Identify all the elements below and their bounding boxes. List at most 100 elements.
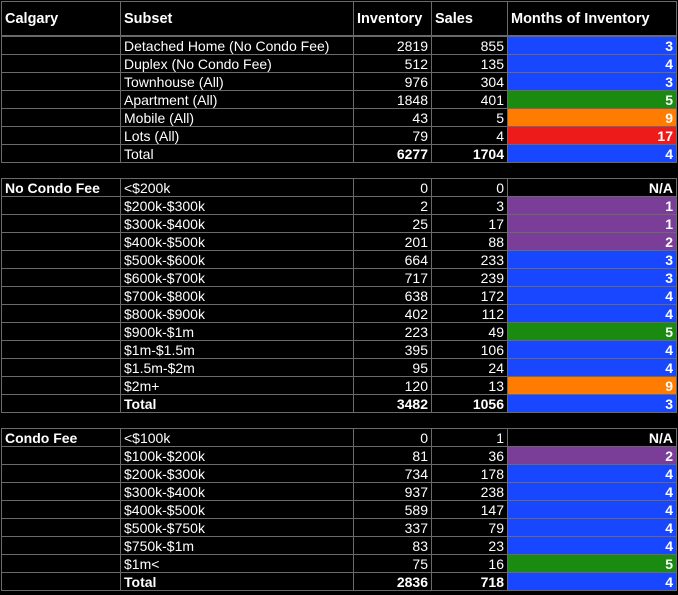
section-label-cell[interactable] xyxy=(1,464,121,483)
section-label-cell[interactable] xyxy=(1,446,121,465)
section-label-cell[interactable] xyxy=(1,500,121,519)
sales-cell[interactable]: 13 xyxy=(431,376,508,395)
inventory-cell[interactable]: 717 xyxy=(353,268,432,287)
months-of-inventory-cell[interactable]: 4 xyxy=(507,518,677,537)
sales-cell[interactable]: 233 xyxy=(431,250,508,269)
sales-cell[interactable]: 16 xyxy=(431,554,508,573)
inventory-cell[interactable]: 638 xyxy=(353,286,432,305)
months-of-inventory-cell[interactable]: 4 xyxy=(507,340,677,359)
sales-cell[interactable]: 106 xyxy=(431,340,508,359)
inventory-cell[interactable]: 937 xyxy=(353,482,432,501)
section-label-cell[interactable] xyxy=(1,144,121,163)
section-label-cell[interactable] xyxy=(1,72,121,91)
section-label-cell[interactable] xyxy=(1,340,121,359)
subset-cell[interactable]: $600k-$700k xyxy=(120,268,354,287)
months-of-inventory-cell[interactable]: 9 xyxy=(507,108,677,127)
months-of-inventory-cell[interactable]: 1 xyxy=(507,196,677,215)
section-label-cell[interactable] xyxy=(1,376,121,395)
header-inventory[interactable]: Inventory xyxy=(353,1,432,36)
inventory-cell[interactable]: 3482 xyxy=(353,394,432,413)
months-of-inventory-cell[interactable]: 3 xyxy=(507,394,677,413)
inventory-cell[interactable]: 223 xyxy=(353,322,432,341)
section-label-cell[interactable] xyxy=(1,250,121,269)
months-of-inventory-cell[interactable]: 4 xyxy=(507,144,677,163)
section-label-cell[interactable] xyxy=(1,90,121,109)
subset-cell[interactable]: $900k-$1m xyxy=(120,322,354,341)
section-label-cell[interactable] xyxy=(1,322,121,341)
inventory-cell[interactable]: 120 xyxy=(353,376,432,395)
months-of-inventory-cell[interactable]: 2 xyxy=(507,446,677,465)
subset-cell[interactable]: Townhouse (All) xyxy=(120,72,354,91)
section-label-cell[interactable]: Condo Fee xyxy=(1,428,121,447)
section-label-cell[interactable] xyxy=(1,214,121,233)
months-of-inventory-cell[interactable]: 5 xyxy=(507,554,677,573)
section-label-cell[interactable] xyxy=(1,196,121,215)
subset-cell[interactable]: $1m< xyxy=(120,554,354,573)
sales-cell[interactable]: 718 xyxy=(431,572,508,591)
inventory-cell[interactable]: 95 xyxy=(353,358,432,377)
inventory-cell[interactable]: 395 xyxy=(353,340,432,359)
section-label-cell[interactable]: No Condo Fee xyxy=(1,178,121,197)
subset-cell[interactable]: $100k-$200k xyxy=(120,446,354,465)
subset-cell[interactable]: $400k-$500k xyxy=(120,232,354,251)
sales-cell[interactable]: 49 xyxy=(431,322,508,341)
section-label-cell[interactable] xyxy=(1,482,121,501)
inventory-cell[interactable]: 976 xyxy=(353,72,432,91)
inventory-cell[interactable]: 2 xyxy=(353,196,432,215)
inventory-cell[interactable]: 43 xyxy=(353,108,432,127)
subset-cell[interactable]: $500k-$750k xyxy=(120,518,354,537)
sales-cell[interactable]: 3 xyxy=(431,196,508,215)
months-of-inventory-cell[interactable]: 4 xyxy=(507,482,677,501)
subset-cell[interactable]: $300k-$400k xyxy=(120,482,354,501)
subset-cell[interactable]: $200k-$300k xyxy=(120,196,354,215)
subset-cell[interactable]: $400k-$500k xyxy=(120,500,354,519)
inventory-cell[interactable]: 0 xyxy=(353,178,432,197)
sales-cell[interactable]: 0 xyxy=(431,178,508,197)
subset-cell[interactable]: Total xyxy=(120,144,354,163)
inventory-cell[interactable]: 1848 xyxy=(353,90,432,109)
inventory-cell[interactable]: 664 xyxy=(353,250,432,269)
sales-cell[interactable]: 1056 xyxy=(431,394,508,413)
inventory-cell[interactable]: 79 xyxy=(353,126,432,145)
subset-cell[interactable]: Apartment (All) xyxy=(120,90,354,109)
inventory-cell[interactable]: 0 xyxy=(353,428,432,447)
months-of-inventory-cell[interactable]: 3 xyxy=(507,72,677,91)
section-label-cell[interactable] xyxy=(1,36,121,55)
months-of-inventory-cell[interactable]: 4 xyxy=(507,536,677,555)
months-of-inventory-cell[interactable]: 5 xyxy=(507,90,677,109)
sales-cell[interactable]: 239 xyxy=(431,268,508,287)
inventory-cell[interactable]: 2836 xyxy=(353,572,432,591)
subset-cell[interactable]: Mobile (All) xyxy=(120,108,354,127)
section-label-cell[interactable] xyxy=(1,554,121,573)
sales-cell[interactable]: 79 xyxy=(431,518,508,537)
inventory-cell[interactable]: 75 xyxy=(353,554,432,573)
sales-cell[interactable]: 304 xyxy=(431,72,508,91)
months-of-inventory-cell[interactable]: 17 xyxy=(507,126,677,145)
sales-cell[interactable]: 36 xyxy=(431,446,508,465)
sales-cell[interactable]: 172 xyxy=(431,286,508,305)
subset-cell[interactable]: $300k-$400k xyxy=(120,214,354,233)
subset-cell[interactable]: $200k-$300k xyxy=(120,464,354,483)
sales-cell[interactable]: 24 xyxy=(431,358,508,377)
months-of-inventory-cell[interactable]: N/A xyxy=(507,178,677,197)
sales-cell[interactable]: 1 xyxy=(431,428,508,447)
sales-cell[interactable]: 23 xyxy=(431,536,508,555)
months-of-inventory-cell[interactable]: 4 xyxy=(507,304,677,323)
section-label-cell[interactable] xyxy=(1,304,121,323)
sales-cell[interactable]: 88 xyxy=(431,232,508,251)
section-label-cell[interactable] xyxy=(1,536,121,555)
section-label-cell[interactable] xyxy=(1,518,121,537)
subset-cell[interactable]: $800k-$900k xyxy=(120,304,354,323)
subset-cell[interactable]: $1m-$1.5m xyxy=(120,340,354,359)
months-of-inventory-cell[interactable]: 4 xyxy=(507,286,677,305)
inventory-cell[interactable]: 402 xyxy=(353,304,432,323)
section-label-cell[interactable] xyxy=(1,394,121,413)
months-of-inventory-cell[interactable]: 9 xyxy=(507,376,677,395)
subset-cell[interactable]: $500k-$600k xyxy=(120,250,354,269)
months-of-inventory-cell[interactable]: 3 xyxy=(507,36,677,55)
inventory-cell[interactable]: 589 xyxy=(353,500,432,519)
section-label-cell[interactable] xyxy=(1,268,121,287)
months-of-inventory-cell[interactable]: 3 xyxy=(507,250,677,269)
sales-cell[interactable]: 401 xyxy=(431,90,508,109)
subset-cell[interactable]: <$100k xyxy=(120,428,354,447)
